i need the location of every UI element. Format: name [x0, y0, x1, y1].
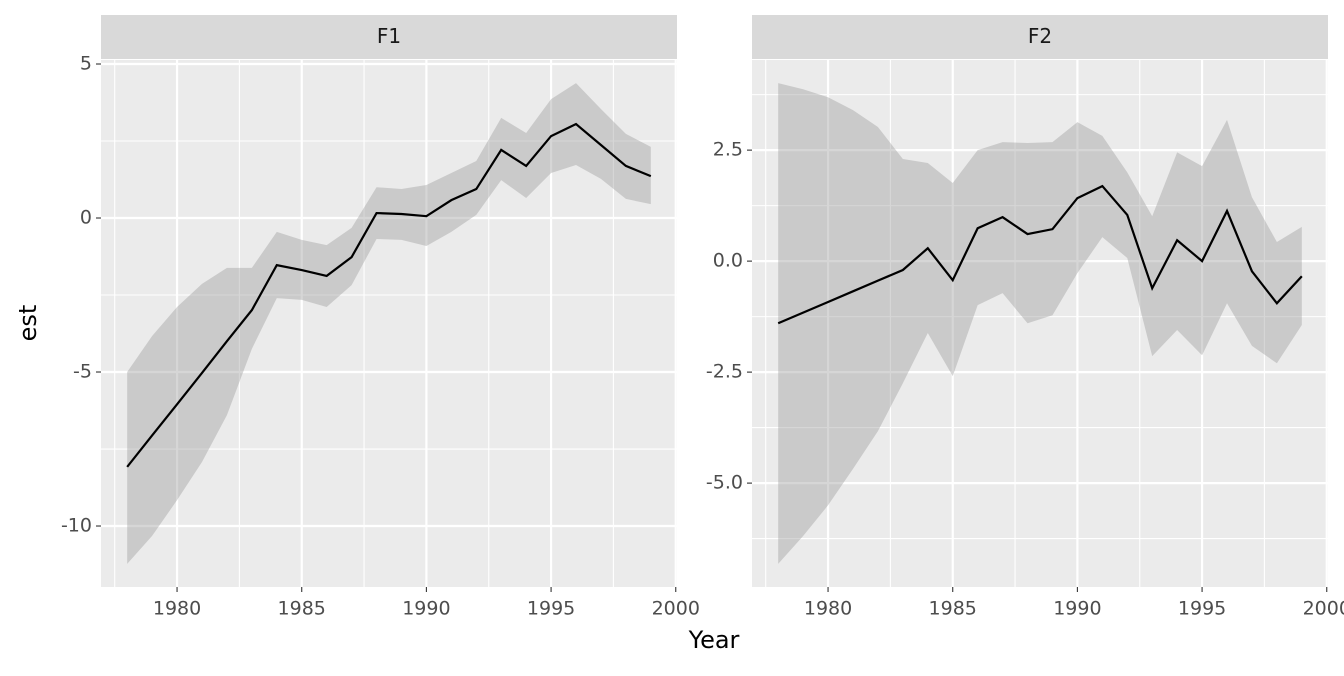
- confidence-ribbon: [127, 83, 651, 564]
- y-tick-label: 2.5: [713, 139, 743, 161]
- y-tick-label: 5: [80, 53, 92, 75]
- x-axis-title: Year: [688, 626, 740, 654]
- x-tick-label: 1985: [278, 598, 326, 620]
- strip-background: [752, 15, 1328, 59]
- panel-background: [101, 60, 677, 587]
- y-tick-label: 0.0: [713, 250, 743, 272]
- confidence-ribbon: [778, 83, 1302, 564]
- panel-background: [752, 60, 1328, 587]
- estimate-line: [777, 184, 1303, 325]
- y-tick-label: -5: [73, 361, 92, 383]
- x-tick-label: 1980: [804, 598, 852, 620]
- y-tick-label: -5.0: [706, 472, 743, 494]
- x-tick-label: 1985: [929, 598, 977, 620]
- x-tick-label: 1980: [153, 598, 201, 620]
- y-tick-label: 0: [80, 207, 92, 229]
- y-tick-label: -2.5: [706, 361, 743, 383]
- strip-background: [101, 15, 677, 59]
- x-tick-label: 1995: [527, 598, 575, 620]
- y-axis-title: est: [14, 305, 42, 342]
- strip-label: F2: [1028, 24, 1052, 48]
- estimate-line: [126, 122, 652, 468]
- x-tick-label: 2000: [1303, 598, 1344, 620]
- x-tick-label: 1990: [402, 598, 450, 620]
- x-tick-label: 2000: [652, 598, 700, 620]
- x-tick-label: 1990: [1053, 598, 1101, 620]
- x-tick-label: 1995: [1178, 598, 1226, 620]
- strip-label: F1: [377, 24, 401, 48]
- y-tick-label: -10: [61, 515, 92, 537]
